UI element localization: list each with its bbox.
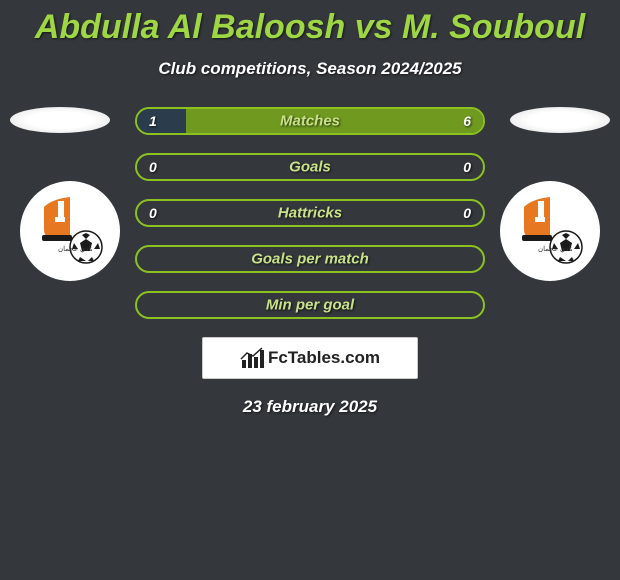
bar-value-right: 6	[463, 113, 471, 129]
club-crest-icon: نادي عجمان	[30, 191, 110, 271]
bar-label: Goals per match	[251, 251, 369, 268]
stat-bar: 0 0 Hattricks	[135, 199, 485, 227]
bar-label: Matches	[280, 113, 340, 130]
bar-value-left: 1	[149, 113, 157, 129]
bar-label: Min per goal	[266, 297, 354, 314]
stat-bar: Min per goal	[135, 291, 485, 319]
svg-text:نادي عجمان: نادي عجمان	[538, 245, 573, 253]
player-badge-right	[510, 107, 610, 133]
bar-label: Goals	[289, 159, 331, 176]
bar-chart-icon	[240, 346, 264, 370]
club-logo-left: نادي عجمان	[20, 181, 120, 281]
stat-bar: 1 6 Matches	[135, 107, 485, 135]
brand-text: FcTables.com	[268, 348, 380, 368]
subtitle: Club competitions, Season 2024/2025	[0, 59, 620, 79]
player-badge-left	[10, 107, 110, 133]
club-logo-right: نادي عجمان	[500, 181, 600, 281]
bar-fill-left	[137, 109, 186, 133]
brand-box: FcTables.com	[202, 337, 418, 379]
club-crest-icon: نادي عجمان	[510, 191, 590, 271]
bar-value-left: 0	[149, 159, 157, 175]
page-title: Abdulla Al Baloosh vs M. Souboul	[0, 0, 620, 47]
bar-value-right: 0	[463, 159, 471, 175]
stat-bar: Goals per match	[135, 245, 485, 273]
bar-label: Hattricks	[278, 205, 342, 222]
comparison-content: نادي عجمان نادي عجمان 16Matches00Goals00…	[0, 107, 620, 417]
date-line: 23 february 2025	[0, 397, 620, 417]
stat-bars: 1 6 Matches 0 0 Goals 0 0 Hattricks Goals per mat…	[135, 107, 485, 319]
svg-text:نادي عجمان: نادي عجمان	[58, 245, 93, 253]
bar-value-right: 0	[463, 205, 471, 221]
bar-value-left: 0	[149, 205, 157, 221]
stat-bar: 0 0 Goals	[135, 153, 485, 181]
